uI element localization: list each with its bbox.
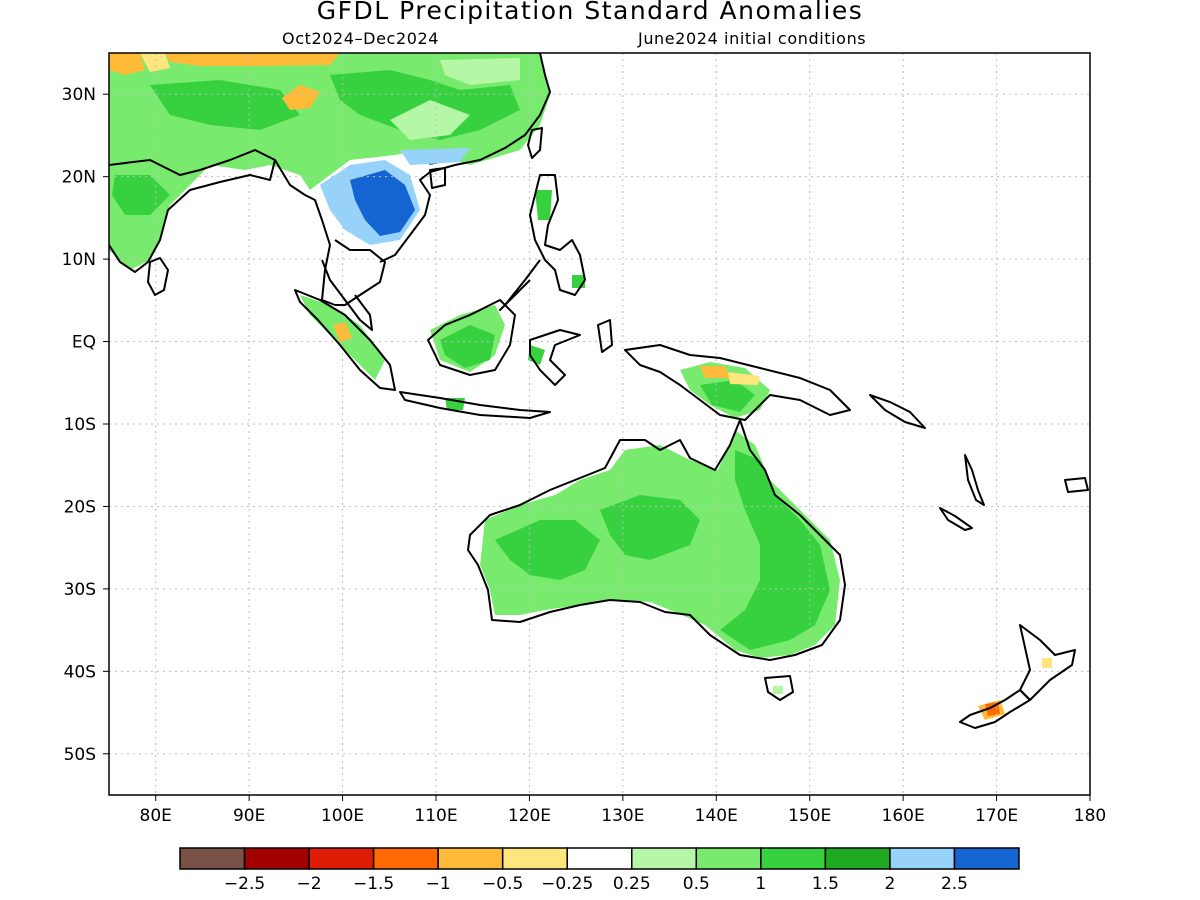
tasmania-anomaly xyxy=(773,686,783,694)
colorbar-swatch xyxy=(695,847,762,870)
philippines-anomaly xyxy=(535,190,552,220)
lat-tick-label: EQ xyxy=(72,333,96,353)
anomaly-shading xyxy=(109,53,1052,720)
map-grid xyxy=(109,53,1090,795)
lat-tick-label: 20N xyxy=(62,168,96,188)
colorbar-swatch xyxy=(824,847,891,870)
hainan-coast xyxy=(429,167,446,189)
colorbar-swatch xyxy=(953,847,1020,870)
colorbar-swatch xyxy=(760,847,827,870)
lon-tick-label: 180 xyxy=(1074,806,1106,826)
lat-tick-label: 40S xyxy=(64,662,96,682)
colorbar-swatch xyxy=(889,847,956,870)
lon-tick-label: 100E xyxy=(321,806,364,826)
luzon-coast xyxy=(529,174,586,296)
halmahera-coast xyxy=(597,319,613,353)
initial-conditions: June2024 initial conditions xyxy=(638,29,867,48)
nz-north-negative xyxy=(1042,658,1052,668)
lat-tick-label: 20S xyxy=(64,497,96,517)
myanmar-coast xyxy=(274,159,336,306)
vietnam-coast-wet xyxy=(400,148,470,165)
sumatra-coast xyxy=(294,289,396,391)
himalaya-negative xyxy=(282,85,320,110)
china-coast xyxy=(379,53,551,263)
colorbar-label: −1 xyxy=(426,874,451,894)
fiji-islands xyxy=(1064,477,1089,493)
colorbar-label: −1.5 xyxy=(353,874,394,894)
lat-tick-label: 10N xyxy=(62,250,96,270)
colorbar-swatch xyxy=(308,847,375,870)
australia-anomaly-core-center xyxy=(600,495,700,560)
map-axes: 80E 90E 100E 110E 120E 130E 140E 150E 160E 170E 18… xyxy=(62,85,1107,826)
india-coast xyxy=(109,149,276,273)
colorbar-label: −0.5 xyxy=(482,874,523,894)
lon-tick-label: 130E xyxy=(601,806,644,826)
new-guinea-negative-light xyxy=(728,372,760,385)
australia-anomaly-core-west xyxy=(495,520,600,580)
new-guinea-anomaly-core xyxy=(700,380,755,412)
colorbar-label: −2.5 xyxy=(224,874,265,894)
colorbar-label: 0.25 xyxy=(613,874,651,894)
malay-peninsula xyxy=(321,259,373,331)
north-negative-light xyxy=(140,53,170,72)
colorbar-label: 2 xyxy=(885,874,896,894)
sri-lanka-coast xyxy=(147,257,169,296)
lon-tick-label: 90E xyxy=(233,806,265,826)
lat-tick-label: 50S xyxy=(64,745,96,765)
indochina-very-wet xyxy=(350,170,415,236)
colorbar-swatch xyxy=(372,847,439,870)
nz-north-coast xyxy=(1019,624,1076,701)
colorbar-swatch xyxy=(631,847,698,870)
map-title: GFDL Precipitation Standard Anomalies xyxy=(316,0,864,25)
tibet-anomaly-core xyxy=(150,80,300,130)
new-caledonia xyxy=(939,507,973,531)
northwest-negative xyxy=(109,53,145,75)
new-guinea-negative xyxy=(700,366,730,378)
colorbar-label: 1 xyxy=(755,874,766,894)
south-china-weak-anomaly xyxy=(390,100,470,140)
lon-tick-label: 150E xyxy=(788,806,831,826)
lon-tick-label: 170E xyxy=(975,806,1018,826)
colorbar-swatch xyxy=(566,847,633,870)
java-coast xyxy=(399,391,551,419)
nz-south-coast xyxy=(959,689,1031,729)
sulawesi-coast xyxy=(529,329,581,386)
lat-tick-label: 30N xyxy=(62,85,96,105)
tasmania-coast xyxy=(764,675,794,701)
new-guinea-coast xyxy=(624,344,851,421)
colorbar-label: 0.5 xyxy=(683,874,710,894)
colorbar-label: −0.25 xyxy=(541,874,593,894)
colorbar-label: 2.5 xyxy=(941,874,968,894)
lon-tick-label: 80E xyxy=(140,806,172,826)
north-negative xyxy=(165,53,340,66)
colorbar-swatch xyxy=(179,847,246,870)
lon-tick-label: 110E xyxy=(414,806,457,826)
lat-tick-label: 10S xyxy=(64,415,96,435)
lon-tick-label: 140E xyxy=(695,806,738,826)
solomon-islands xyxy=(869,394,926,429)
colorbar-swatch xyxy=(437,847,504,870)
australia-coast xyxy=(467,419,846,661)
borneo-anomaly-core xyxy=(440,325,495,368)
lon-tick-label: 160E xyxy=(882,806,925,826)
taiwan-coast xyxy=(527,127,543,159)
sumatra-negative xyxy=(333,322,352,342)
colorbar-label: 1.5 xyxy=(812,874,839,894)
palawan-coast xyxy=(499,259,541,311)
forecast-period: Oct2024–Dec2024 xyxy=(282,29,440,48)
coastlines xyxy=(109,53,1089,729)
australia-anomaly-core-east xyxy=(720,450,830,650)
lon-tick-label: 120E xyxy=(508,806,551,826)
china-weak-anomaly xyxy=(440,58,520,85)
colorbar-swatch xyxy=(501,847,568,870)
borneo-coast xyxy=(427,299,516,376)
colorbar-swatch xyxy=(243,847,310,870)
colorbar-label: −2 xyxy=(297,874,322,894)
lat-tick-label: 30S xyxy=(64,580,96,600)
vanuatu-islands xyxy=(964,454,985,506)
